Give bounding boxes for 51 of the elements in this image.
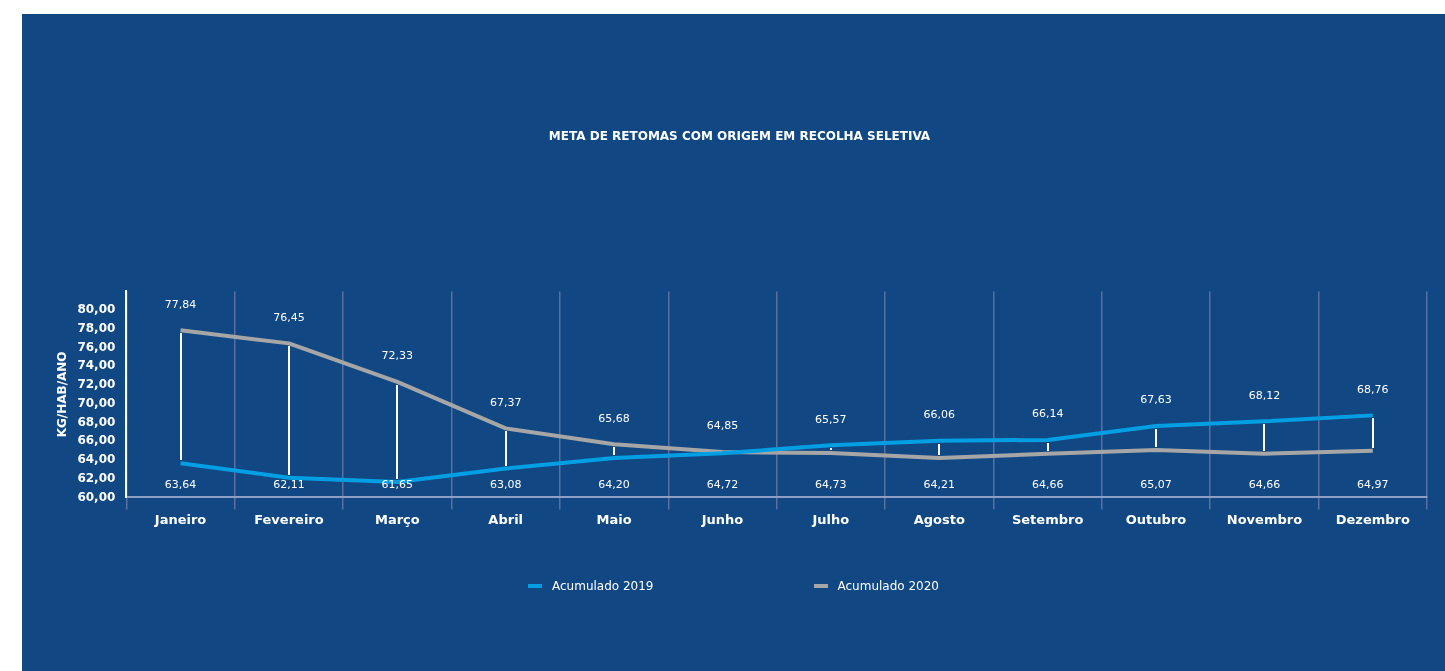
x-tick-label: Maio (596, 511, 632, 527)
y-axis-title: KG/HAB/ANO (55, 351, 70, 438)
data-label: 63,08 (489, 477, 522, 491)
x-tick-label: Janeiro (153, 511, 207, 527)
data-label: 64,97 (1357, 477, 1389, 491)
x-tick-label: Julho (811, 511, 850, 527)
y-tick-label: 70,00 (77, 395, 116, 410)
legend-label: Acumulado 2019 (552, 579, 654, 593)
y-tick-label: 68,00 (77, 414, 116, 429)
data-label: 65,57 (815, 412, 847, 426)
data-label: 61,65 (381, 477, 414, 491)
y-tick-label: 62,00 (77, 470, 116, 485)
data-label: 68,12 (1248, 388, 1281, 402)
y-tick-label: 66,00 (77, 433, 116, 448)
x-tick-label: Março (374, 511, 420, 527)
y-tick-label: 78,00 (77, 320, 116, 335)
data-label: 67,37 (489, 395, 522, 409)
data-label: 66,14 (1031, 407, 1064, 421)
data-label: 77,84 (164, 297, 197, 311)
legend-label: Acumulado 2020 (837, 579, 939, 593)
data-label: 72,33 (381, 349, 414, 363)
x-tick-label: Agosto (913, 511, 965, 527)
x-tick-label: Dezembro (1335, 511, 1410, 527)
y-tick-label: 76,00 (77, 339, 116, 354)
data-label: 76,45 (273, 310, 305, 324)
data-label: 64,66 (1031, 477, 1064, 491)
y-tick-label: 60,00 (77, 489, 116, 504)
y-tick-label: 72,00 (77, 377, 116, 392)
data-label: 64,72 (706, 477, 739, 491)
x-tick-label: Fevereiro (254, 511, 324, 527)
data-label: 65,07 (1140, 477, 1172, 491)
data-label: 64,21 (923, 477, 956, 491)
data-label: 65,68 (598, 411, 630, 425)
x-tick-label: Novembro (1226, 511, 1303, 527)
x-tick-label: Abril (488, 511, 524, 527)
y-tick-label: 74,00 (77, 358, 116, 373)
data-label: 64,85 (706, 419, 739, 433)
x-tick-label: Setembro (1011, 511, 1084, 527)
data-label: 64,20 (598, 477, 630, 491)
x-tick-label: Junho (700, 511, 744, 527)
y-tick-label: 64,00 (77, 452, 116, 467)
data-label: 62,11 (273, 477, 305, 491)
data-label: 63,64 (164, 477, 197, 491)
data-label: 68,76 (1357, 382, 1389, 396)
data-label: 64,66 (1248, 477, 1281, 491)
data-label: 66,06 (923, 408, 956, 422)
data-label: 67,63 (1140, 393, 1172, 407)
chart-title: META DE RETOMAS COM ORIGEM EM RECOLHA SELETIVA (548, 129, 931, 144)
x-tick-label: Outubro (1125, 511, 1187, 527)
y-tick-label: 80,00 (77, 302, 116, 317)
data-label: 64,73 (815, 477, 847, 491)
